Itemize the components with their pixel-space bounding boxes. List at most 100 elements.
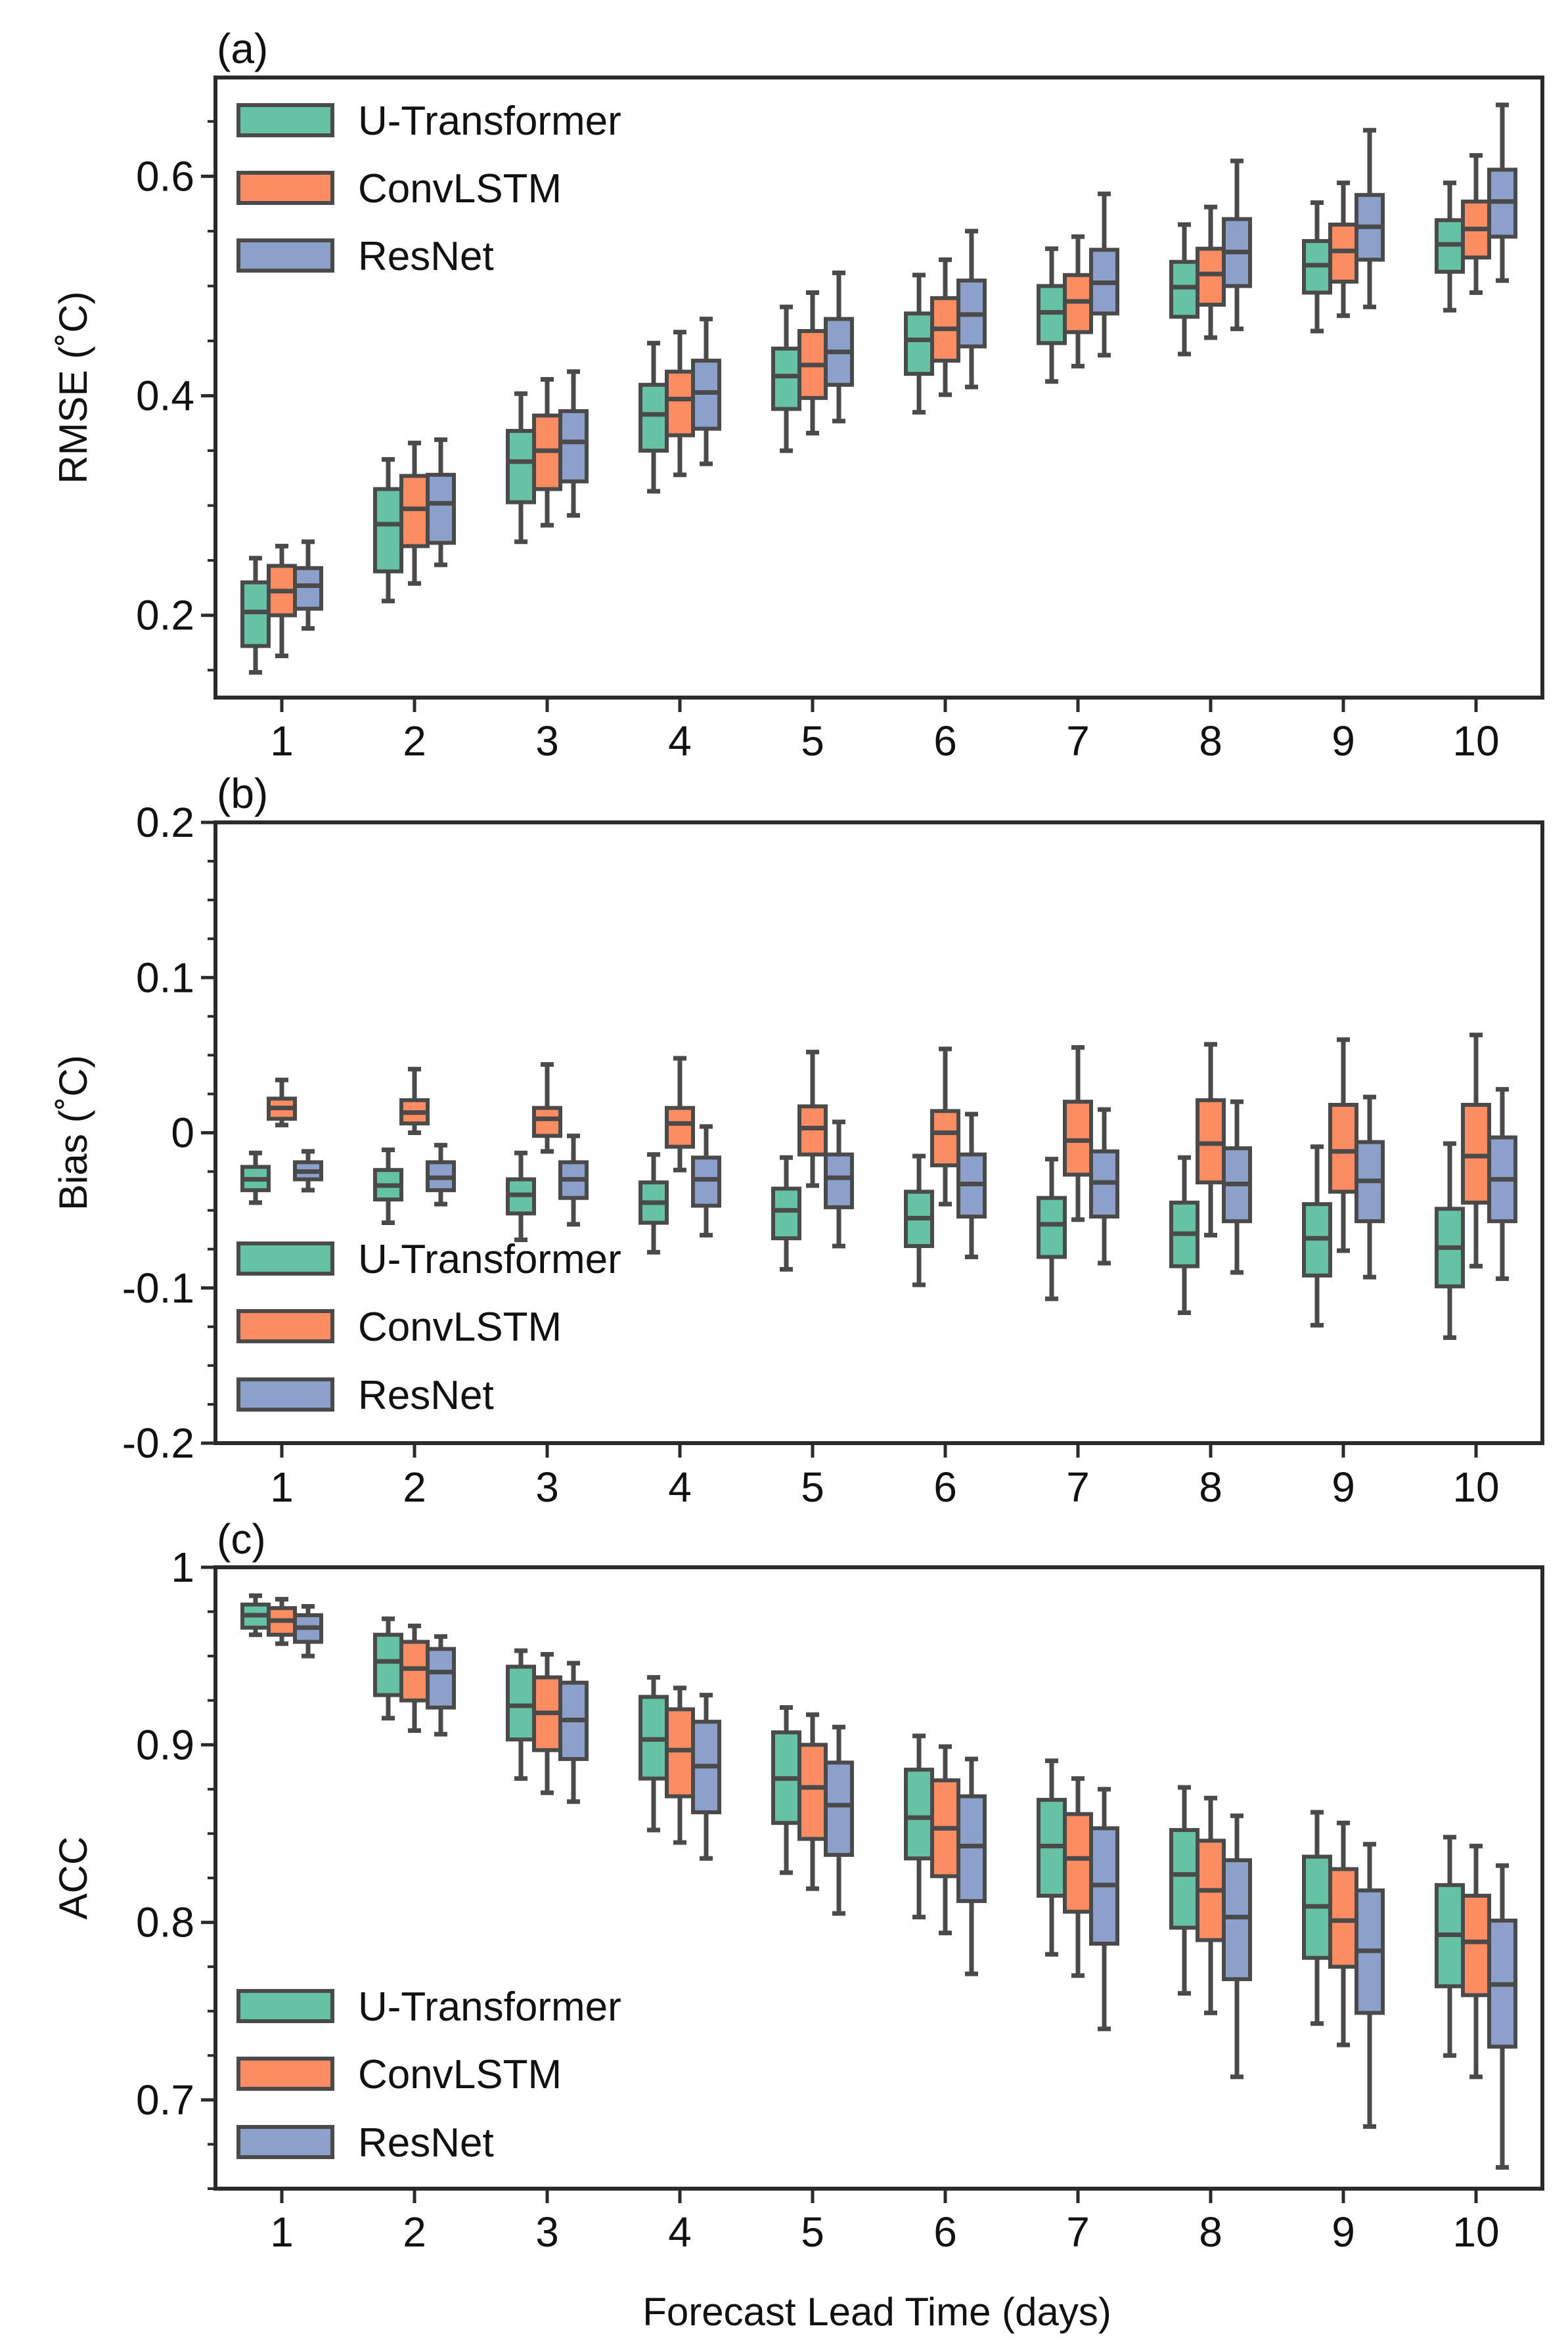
box-resnet-2 — [426, 437, 456, 568]
x-tick-label: 9 — [1332, 1463, 1355, 1511]
x-tick-label: 10 — [1452, 717, 1499, 765]
box-body — [1461, 1102, 1491, 1205]
box-resnet-8 — [1222, 158, 1252, 332]
box-resnet-8 — [1222, 1813, 1252, 2080]
x-tick-label: 2 — [403, 2208, 426, 2256]
box-resnet-9 — [1355, 1842, 1385, 2129]
y-tick-label: 0.8 — [136, 1899, 194, 1946]
x-tick-label: 4 — [668, 1463, 692, 1511]
box-u-transformer-7 — [1037, 1157, 1067, 1301]
x-tick-label: 7 — [1066, 2208, 1090, 2256]
box-convlstm-4 — [665, 330, 695, 478]
y-tick-label: -0.2 — [122, 1419, 194, 1467]
legend-label-u-transformer: U-Transformer — [358, 99, 621, 144]
x-tick-label: 1 — [270, 1463, 294, 1511]
x-tick-label: 7 — [1066, 1463, 1090, 1511]
x-tick-label: 8 — [1199, 717, 1222, 765]
box-u-transformer-10 — [1435, 1835, 1465, 2058]
y-tick-label: 0.2 — [136, 592, 194, 639]
box-resnet-3 — [558, 1133, 589, 1227]
y-tick-label: 0.9 — [136, 1721, 194, 1768]
box-body — [956, 1794, 987, 1904]
box-u-transformer-4 — [638, 340, 669, 494]
box-convlstm-8 — [1196, 204, 1226, 340]
legend-label-convlstm: ConvLSTM — [358, 166, 562, 212]
box-u-transformer-5 — [771, 1155, 801, 1272]
box-body — [1196, 246, 1226, 307]
legend-swatch-resnet — [236, 2125, 334, 2159]
x-tick-label: 9 — [1332, 2208, 1355, 2256]
box-resnet-3 — [558, 1661, 589, 1804]
x-tick-label: 2 — [403, 717, 426, 765]
box-u-transformer-7 — [1037, 246, 1067, 384]
box-body — [930, 1109, 960, 1168]
box-u-transformer-8 — [1169, 1785, 1199, 1996]
box-body — [665, 1106, 695, 1149]
box-resnet-8 — [1222, 1099, 1252, 1275]
box-u-transformer-10 — [1435, 1141, 1465, 1340]
box-body — [1328, 1102, 1358, 1194]
box-body — [532, 1106, 562, 1138]
box-u-transformer-3 — [506, 391, 536, 545]
box-body — [399, 1640, 430, 1703]
y-tick-label: 0.1 — [136, 954, 194, 1001]
box-resnet-1 — [293, 539, 323, 631]
box-body — [1063, 1812, 1093, 1914]
box-body — [771, 346, 801, 411]
box-u-transformer-5 — [771, 304, 801, 453]
y-tick-label: -0.1 — [122, 1264, 194, 1312]
box-u-transformer-10 — [1435, 180, 1465, 313]
box-convlstm-6 — [930, 257, 960, 397]
x-tick-label: 5 — [801, 717, 824, 765]
y-tick-label: 1 — [171, 1544, 194, 1591]
box-convlstm-6 — [930, 1046, 960, 1207]
box-u-transformer-4 — [638, 1152, 669, 1255]
box-u-transformer-1 — [240, 556, 271, 675]
box-convlstm-9 — [1328, 1820, 1358, 2047]
box-body — [797, 1743, 828, 1841]
box-u-transformer-8 — [1169, 1155, 1199, 1316]
box-body — [558, 409, 589, 483]
legend-label-resnet: ResNet — [358, 1373, 494, 1418]
box-resnet-4 — [691, 317, 721, 466]
box-body — [1063, 1100, 1093, 1177]
box-body — [1461, 1894, 1491, 1998]
legend-label-resnet: ResNet — [358, 234, 494, 279]
box-resnet-6 — [956, 1756, 987, 1976]
plot-frame — [213, 820, 1544, 1445]
y-axis-title: RMSE (˚C) — [51, 291, 95, 483]
x-tick-label: 2 — [403, 1463, 426, 1511]
box-convlstm-5 — [797, 290, 828, 436]
box-convlstm-1 — [267, 1077, 297, 1128]
box-convlstm-2 — [399, 440, 430, 586]
x-tick-label: 3 — [535, 1463, 559, 1511]
box-convlstm-4 — [665, 1056, 695, 1172]
panel-c: (c) 0.7 0.8 0.9 1 1 2 3 4 5 6 7 8 9 10 ACC U-Transforme… — [51, 1515, 1544, 2256]
x-tick-label: 3 — [535, 2208, 559, 2256]
panel-c-label: (c) — [217, 1515, 266, 1563]
box-u-transformer-2 — [373, 1616, 403, 1721]
legend-swatch-convlstm — [236, 171, 334, 205]
x-tick-label: 8 — [1199, 2208, 1222, 2256]
box-convlstm-1 — [267, 1597, 297, 1646]
box-resnet-7 — [1089, 1787, 1119, 2032]
legend-label-convlstm: ConvLSTM — [358, 1305, 562, 1350]
box-body — [1169, 1828, 1199, 1930]
box-u-transformer-1 — [240, 1150, 271, 1205]
box-convlstm-10 — [1461, 1033, 1491, 1269]
box-resnet-10 — [1487, 102, 1517, 283]
box-convlstm-6 — [930, 1744, 960, 1936]
box-body — [824, 1152, 854, 1209]
box-body — [1222, 1858, 1252, 1982]
x-tick-label: 10 — [1452, 2208, 1499, 2256]
y-tick-label: 0 — [171, 1109, 194, 1157]
box-body — [691, 1155, 721, 1208]
box-u-transformer-1 — [240, 1593, 271, 1638]
y-tick-label: 0.2 — [136, 799, 194, 846]
box-convlstm-3 — [532, 1651, 562, 1795]
box-body — [293, 566, 323, 611]
y-tick-label: 0.6 — [136, 152, 194, 200]
box-u-transformer-6 — [904, 1733, 934, 1919]
box-resnet-5 — [824, 270, 854, 424]
box-convlstm-7 — [1063, 234, 1093, 368]
